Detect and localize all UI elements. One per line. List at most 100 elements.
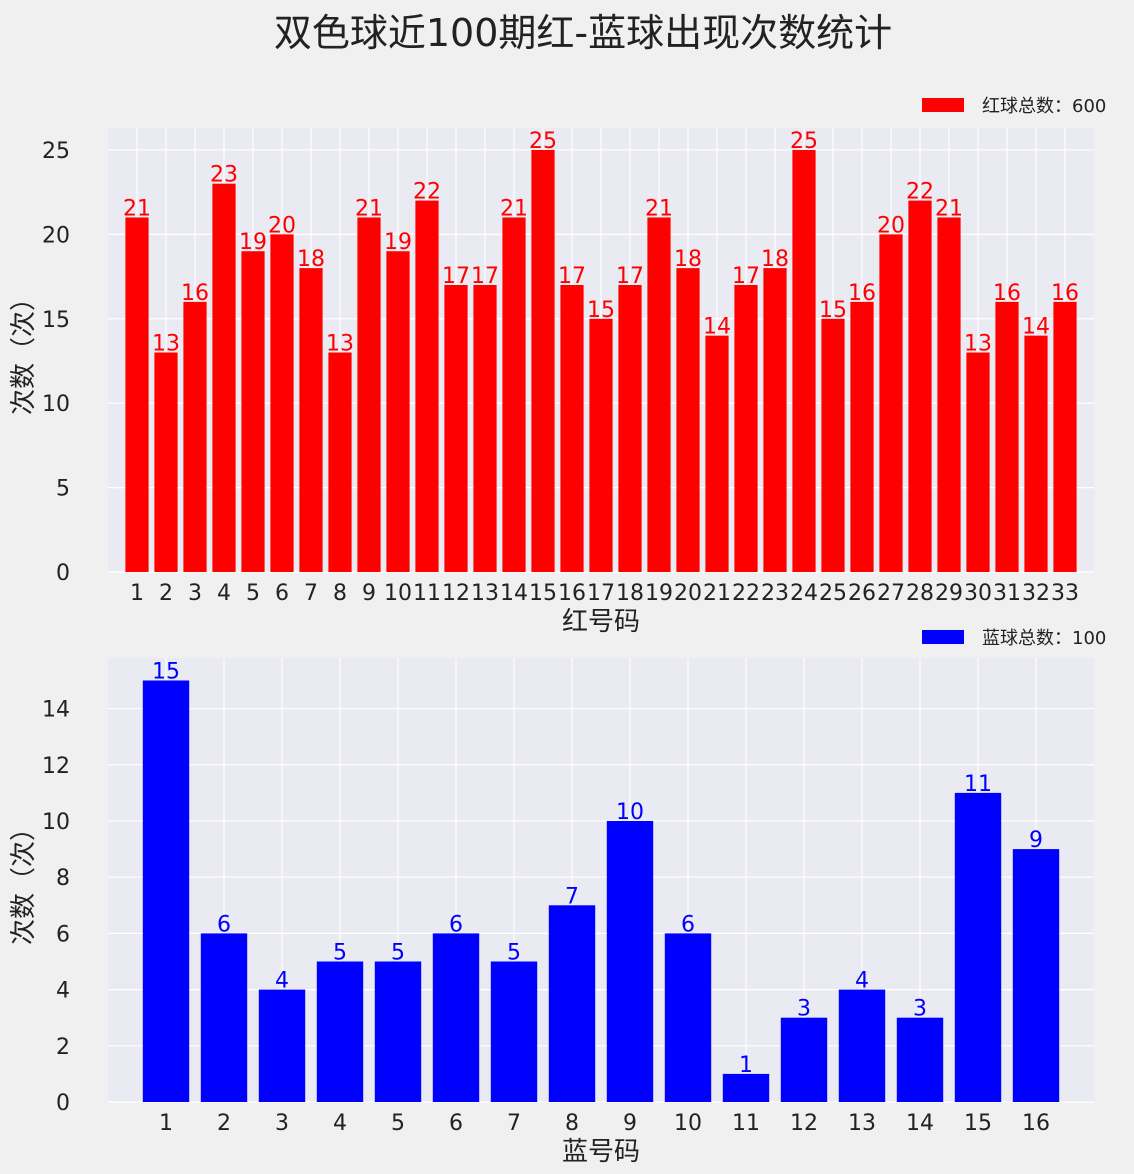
blue-x-tick-label: 13 (848, 1111, 876, 1136)
blue-x-axis-label: 蓝号码 (562, 1137, 640, 1167)
blue-plot-area (108, 658, 1094, 1102)
blue-bar-value-label: 3 (797, 997, 811, 1022)
red-bar-value-label: 23 (210, 163, 238, 188)
red-y-tick-label: 15 (42, 308, 70, 333)
red-bar-value-label: 14 (1022, 315, 1050, 340)
red-x-axis-label: 红号码 (562, 607, 640, 637)
red-bar-value-label: 16 (993, 281, 1021, 306)
red-bar-value-label: 15 (587, 298, 615, 323)
blue-x-tick-label: 14 (906, 1111, 934, 1136)
red-bar (937, 217, 961, 572)
red-y-tick-label: 10 (42, 392, 70, 417)
red-bar-value-label: 21 (123, 196, 151, 221)
red-bar-value-label: 13 (964, 332, 992, 357)
blue-bar-value-label: 5 (333, 940, 347, 965)
red-y-axis-label: 次数（次） (9, 285, 39, 415)
blue-bar (780, 1017, 828, 1102)
blue-x-tick-label: 15 (964, 1111, 992, 1136)
blue-bar-value-label: 6 (217, 912, 231, 937)
blue-x-tick-label: 11 (732, 1111, 760, 1136)
red-bar-value-label: 21 (645, 196, 673, 221)
blue-y-tick-label: 8 (56, 866, 70, 891)
red-bar (125, 217, 149, 572)
blue-bar-value-label: 6 (681, 912, 695, 937)
blue-y-tick-label: 4 (56, 979, 70, 1004)
blue-bar (722, 1073, 770, 1102)
blue-y-tick-label: 14 (42, 698, 70, 723)
blue-bar (374, 961, 422, 1102)
red-bar (966, 352, 990, 572)
red-x-tick-label: 7 (304, 581, 318, 606)
red-bar (995, 301, 1019, 572)
red-x-tick-label: 27 (877, 581, 905, 606)
red-bar-value-label: 14 (703, 315, 731, 340)
blue-x-tick-label: 12 (790, 1111, 818, 1136)
red-x-tick-label: 29 (935, 581, 963, 606)
chart-title: 双色球近100期红-蓝球出现次数统计 (274, 11, 892, 55)
red-x-tick-label: 16 (558, 581, 586, 606)
red-x-tick-label: 20 (674, 581, 702, 606)
red-bar-value-label: 20 (268, 213, 296, 238)
blue-x-tick-label: 5 (391, 1111, 405, 1136)
red-bar-value-label: 16 (181, 281, 209, 306)
red-bar-value-label: 22 (413, 180, 441, 205)
red-bar (328, 352, 352, 572)
blue-x-tick-label: 3 (275, 1111, 289, 1136)
blue-bar-value-label: 5 (391, 940, 405, 965)
red-bar-value-label: 21 (935, 196, 963, 221)
red-bar (241, 251, 265, 572)
blue-x-tick-label: 7 (507, 1111, 521, 1136)
blue-bar-value-label: 11 (964, 772, 992, 797)
red-bar (154, 352, 178, 572)
red-bar-value-label: 17 (558, 264, 586, 289)
blue-x-tick-label: 16 (1022, 1111, 1050, 1136)
red-x-tick-label: 12 (442, 581, 470, 606)
red-bar (850, 301, 874, 572)
red-x-tick-label: 25 (819, 581, 847, 606)
red-bar-value-label: 15 (819, 298, 847, 323)
red-x-tick-label: 1 (130, 581, 144, 606)
red-bar (415, 200, 439, 573)
red-x-tick-label: 10 (384, 581, 412, 606)
red-x-tick-label: 31 (993, 581, 1021, 606)
blue-bar-value-label: 6 (449, 912, 463, 937)
red-bar-value-label: 22 (906, 180, 934, 205)
red-bar (618, 285, 642, 572)
red-bar-value-label: 13 (326, 332, 354, 357)
red-bar (444, 285, 468, 572)
red-x-tick-label: 28 (906, 581, 934, 606)
red-bar (792, 149, 816, 572)
blue-bar-value-label: 5 (507, 940, 521, 965)
red-legend-swatch (922, 98, 964, 112)
red-x-tick-label: 8 (333, 581, 347, 606)
red-bar-value-label: 21 (500, 196, 528, 221)
blue-x-tick-label: 9 (623, 1111, 637, 1136)
red-bar (531, 149, 555, 572)
red-bar (1024, 335, 1048, 572)
blue-bar-value-label: 10 (616, 800, 644, 825)
red-bar-value-label: 17 (732, 264, 760, 289)
blue-bar-value-label: 1 (739, 1053, 753, 1078)
red-bar-value-label: 17 (442, 264, 470, 289)
red-x-tick-label: 18 (616, 581, 644, 606)
red-x-tick-label: 14 (500, 581, 528, 606)
red-bar (647, 217, 671, 572)
red-bar (1053, 301, 1077, 572)
red-x-tick-label: 5 (246, 581, 260, 606)
blue-x-tick-label: 6 (449, 1111, 463, 1136)
red-bar-value-label: 19 (239, 230, 267, 255)
blue-x-tick-label: 2 (217, 1111, 231, 1136)
red-x-tick-label: 17 (587, 581, 615, 606)
red-legend-label: 红球总数：600 (982, 96, 1106, 117)
blue-x-tick-label: 4 (333, 1111, 347, 1136)
red-bar (357, 217, 381, 572)
blue-bar (606, 820, 654, 1102)
red-x-tick-label: 11 (413, 581, 441, 606)
red-x-tick-label: 24 (790, 581, 818, 606)
red-x-tick-label: 6 (275, 581, 289, 606)
red-x-tick-label: 33 (1051, 581, 1079, 606)
red-bar (676, 268, 700, 572)
red-bar (560, 285, 584, 572)
